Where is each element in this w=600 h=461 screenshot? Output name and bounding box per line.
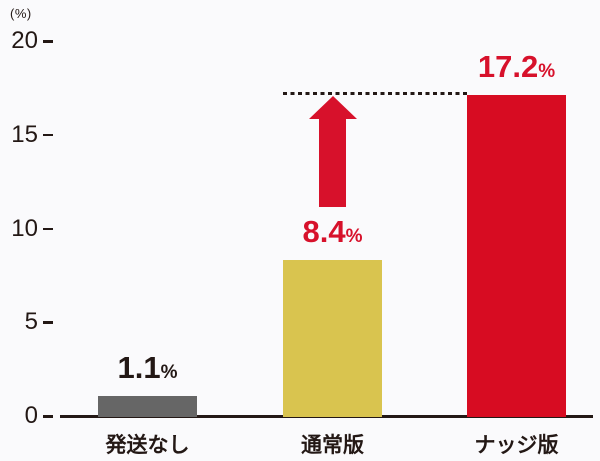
value-label-standard-version: 8.4% bbox=[223, 216, 443, 253]
x-axis-label-nudge-version: ナッジ版 bbox=[474, 434, 559, 457]
y-axis-tick-mark-20 bbox=[43, 40, 53, 43]
y-axis-tick-mark-5 bbox=[43, 321, 53, 324]
y-axis-tick-10: 10 bbox=[0, 214, 70, 244]
value-label-nudge-version: 17.2% bbox=[407, 51, 600, 88]
value-percent-sign-no-mailing: % bbox=[160, 362, 178, 384]
x-axis-label-no-mailing: 発送なし bbox=[105, 434, 190, 457]
value-number-nudge-version: 17.2 bbox=[477, 48, 539, 84]
y-axis-unit-label: (%) bbox=[10, 6, 32, 21]
y-axis-tick-label-15: 15 bbox=[11, 120, 38, 148]
value-percent-sign-standard-version: % bbox=[345, 225, 363, 247]
reference-dashed-line bbox=[283, 91, 467, 95]
y-axis-tick-label-0: 0 bbox=[24, 402, 38, 429]
arrow-head bbox=[308, 95, 357, 119]
x-axis-label-standard-version: 通常版 bbox=[301, 434, 364, 457]
y-axis-tick-label-20: 20 bbox=[11, 27, 38, 54]
bar-nudge-version bbox=[467, 94, 566, 417]
increase-arrow-icon bbox=[308, 95, 357, 207]
y-axis-tick-label-5: 5 bbox=[24, 308, 38, 336]
value-label-no-mailing: 1.1% bbox=[38, 352, 258, 389]
y-axis-tick-20: 20 bbox=[0, 26, 70, 56]
y-axis-tick-5: 5 bbox=[0, 307, 70, 337]
arrow-shaft bbox=[319, 118, 346, 207]
y-axis-tick-label-10: 10 bbox=[11, 214, 38, 242]
y-axis-tick-mark-10 bbox=[43, 227, 53, 230]
value-number-no-mailing: 1.1 bbox=[117, 350, 161, 386]
y-axis-tick-15: 15 bbox=[0, 120, 70, 150]
value-percent-sign-nudge-version: % bbox=[538, 60, 556, 82]
value-number-standard-version: 8.4 bbox=[302, 213, 346, 249]
y-axis-tick-mark-15 bbox=[43, 133, 53, 137]
y-axis-tick-mark-0 bbox=[43, 415, 53, 418]
y-axis-tick-0: 0 bbox=[0, 401, 70, 431]
bar-no-mailing bbox=[98, 396, 197, 417]
bar-standard-version bbox=[283, 259, 382, 417]
